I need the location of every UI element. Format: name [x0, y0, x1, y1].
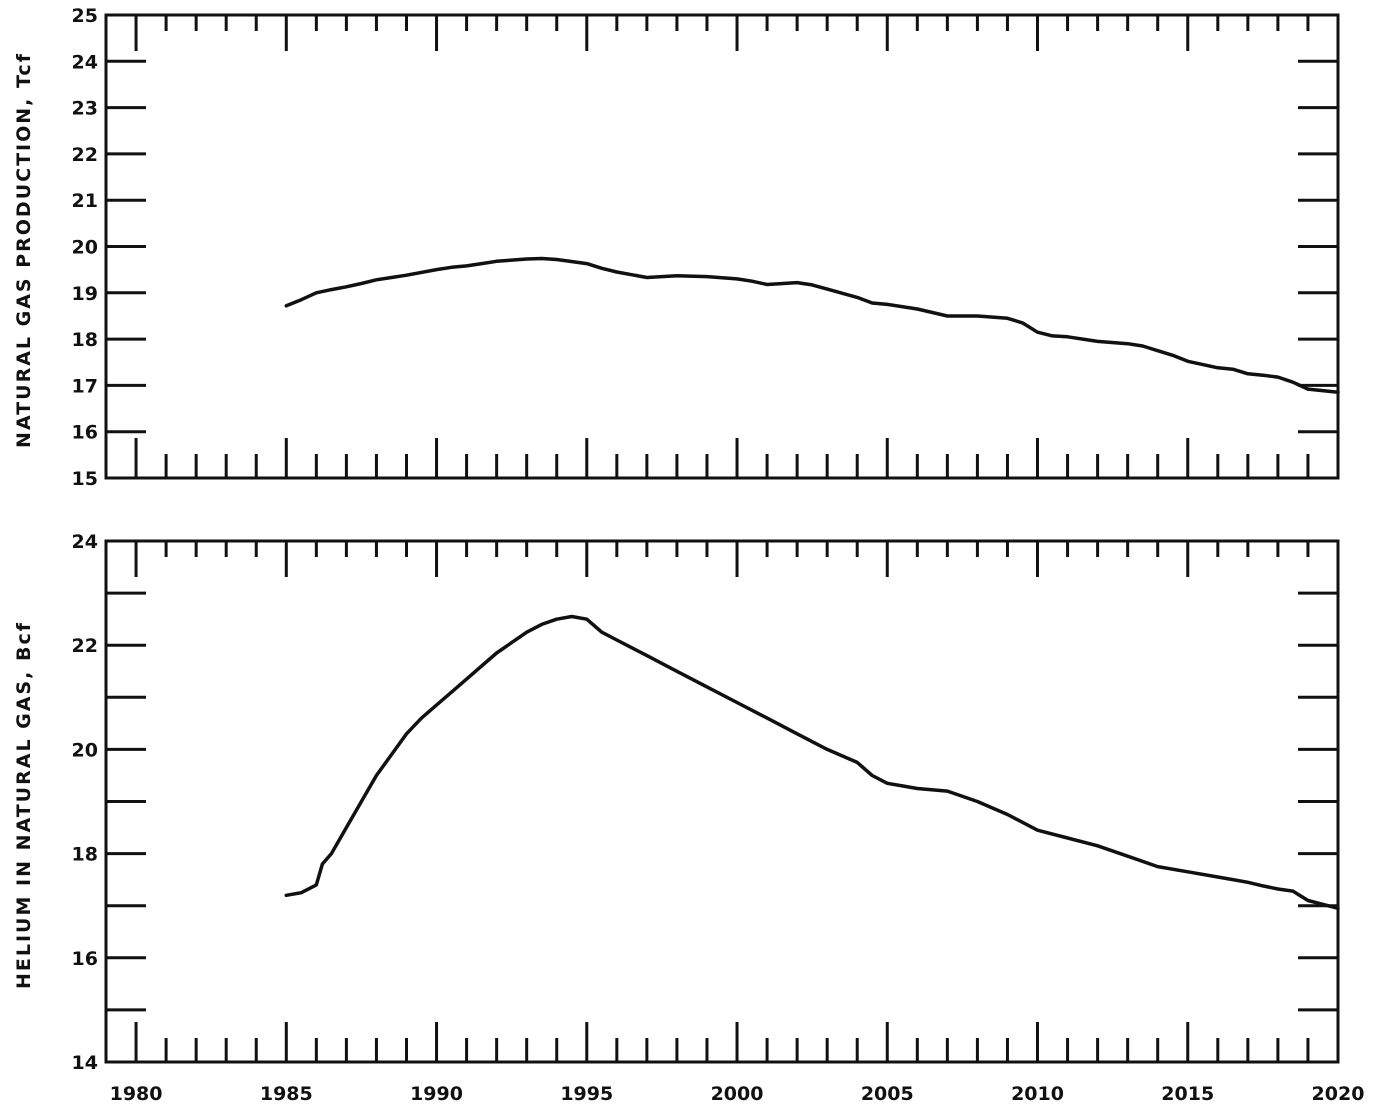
y-tick-label: 19	[72, 283, 98, 305]
x-tick-label: 1995	[560, 1083, 613, 1105]
y-tick-labels: 15 16 17 18 19 20 21 22 23 24 25	[72, 5, 98, 490]
y-tick-label: 15	[72, 468, 98, 490]
axis-ticks	[106, 539, 1338, 1064]
x-tick-label: 2010	[1011, 1083, 1064, 1105]
y-tick-label: 20	[72, 237, 98, 259]
y-tick-label: 22	[72, 144, 98, 166]
y-tick-label: 18	[72, 329, 98, 351]
x-tick-label: 2020	[1312, 1083, 1365, 1105]
y-tick-label: 16	[72, 422, 98, 444]
gas-production-line	[284, 256, 1340, 395]
helium-line	[284, 614, 1340, 911]
y-axis-title: HELIUM IN NATURAL GAS, Bcf	[13, 621, 35, 989]
x-tick-labels: 1980 1985 1990 1995 2000 2005 2010 2015 2020	[110, 1083, 1365, 1105]
y-tick-label: 24	[72, 531, 98, 553]
helium-in-natural-gas-chart: 14 16 18 20 22 24 1980 1985 1990 1995 2000 2005 201…	[13, 531, 1364, 1105]
x-tick-label: 1980	[110, 1083, 163, 1105]
y-tick-label: 14	[72, 1052, 98, 1074]
x-tick-label: 2000	[711, 1083, 764, 1105]
x-tick-label: 2015	[1161, 1083, 1214, 1105]
y-tick-labels: 14 16 18 20 22 24	[72, 531, 98, 1074]
x-tick-label: 1990	[410, 1083, 463, 1105]
y-tick-label: 23	[72, 98, 98, 120]
y-tick-label: 22	[72, 635, 98, 657]
y-tick-label: 16	[72, 948, 98, 970]
y-tick-label: 17	[72, 375, 98, 397]
natural-gas-production-chart: 15 16 17 18 19 20 21 22 23 24 25 NATURAL GAS PRODU…	[13, 5, 1340, 490]
y-axis-title: NATURAL GAS PRODUCTION, Tcf	[13, 52, 35, 448]
y-tick-label: 21	[72, 190, 98, 212]
y-tick-label: 18	[72, 844, 98, 866]
x-tick-label: 1985	[260, 1083, 313, 1105]
axis-ticks	[106, 13, 1338, 480]
plot-frame	[104, 539, 1340, 1064]
y-tick-label: 20	[72, 739, 98, 761]
plot-frame	[104, 13, 1340, 480]
y-tick-label: 25	[72, 5, 98, 27]
y-tick-label: 24	[72, 51, 98, 73]
x-tick-label: 2005	[861, 1083, 914, 1105]
